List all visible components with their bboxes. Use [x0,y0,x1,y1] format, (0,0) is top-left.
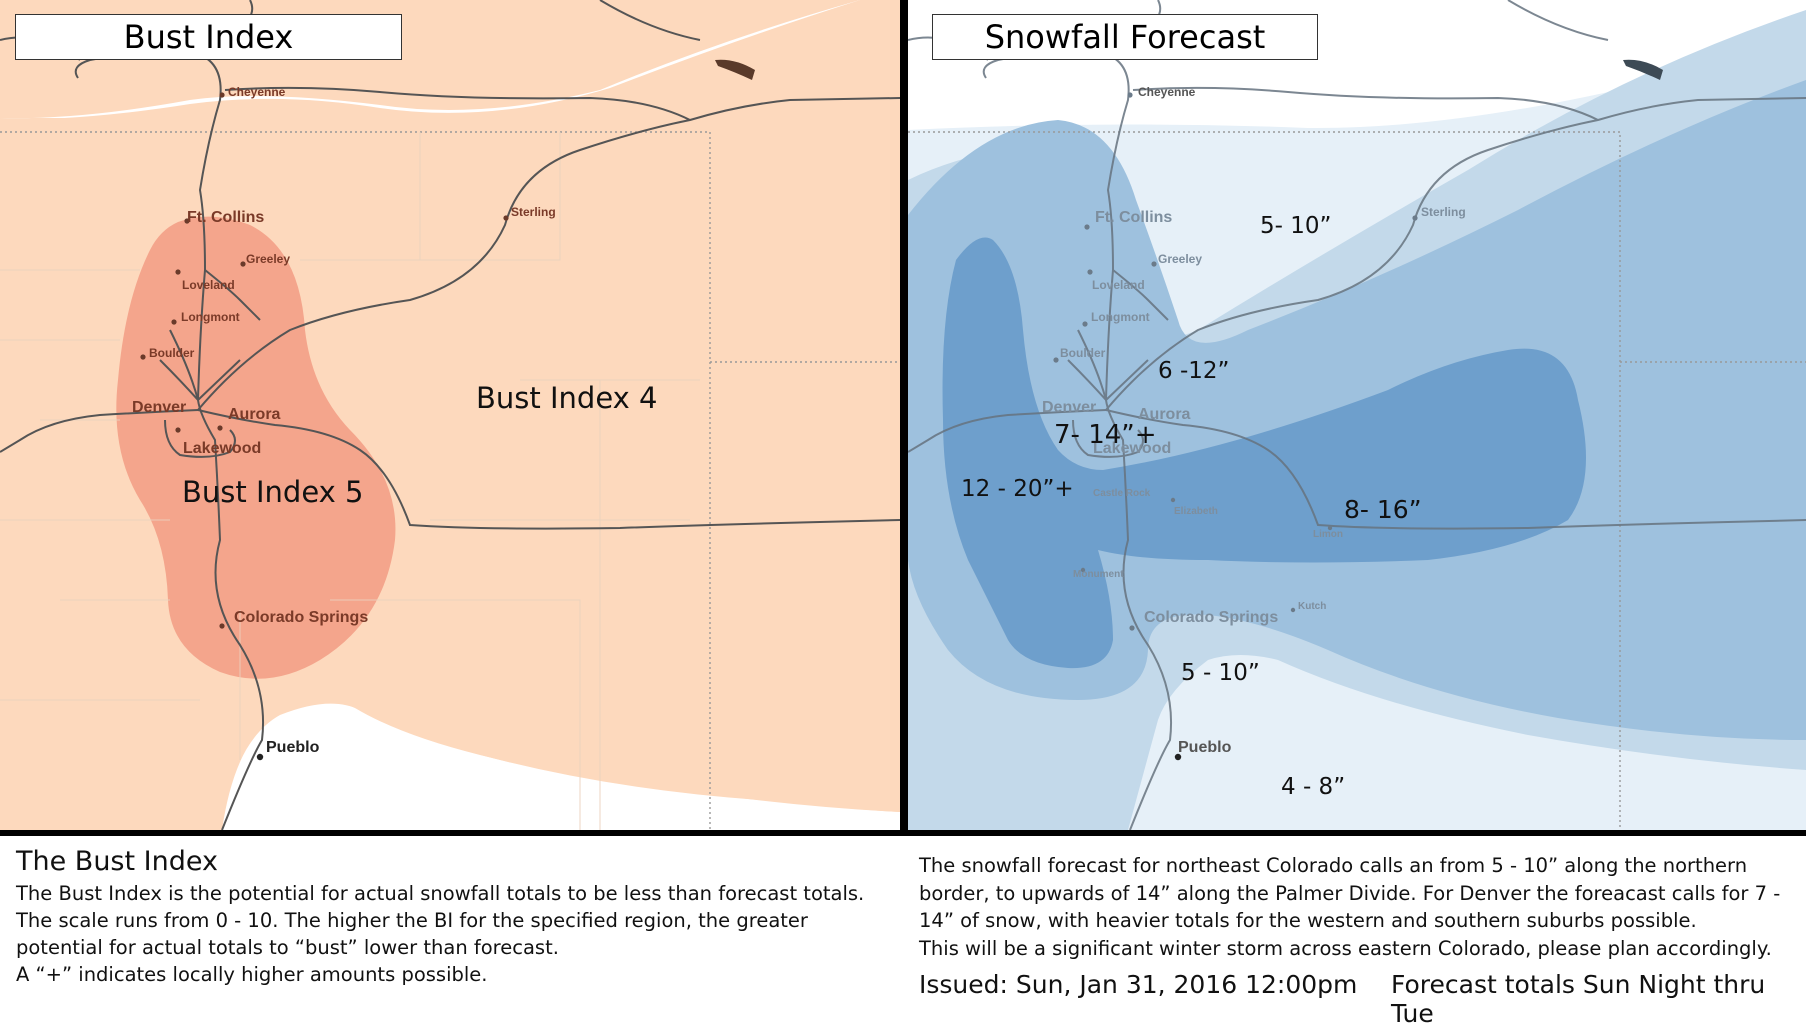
county-lines [0,132,700,830]
amount-north-label: 5- 10” [1260,213,1331,239]
city-markers [140,92,509,761]
snow-ft-collins-label: Ft. Collins [1095,209,1172,226]
limon-label: Limon [1313,529,1343,540]
boulder-label: Boulder [149,346,195,360]
amount-south-label: 5 - 10” [1181,660,1260,686]
denver-label: Denver [132,399,186,416]
monument-label: Monument [1073,569,1124,580]
snow-lakewood-label: Lakewood [1093,440,1171,457]
bust-index-5-region [116,216,396,679]
bust-index-heading: The Bust Index [16,846,218,877]
snow-sterling-label: Sterling [1421,205,1466,219]
panel-divider-vertical [900,0,908,836]
bust-index-5-label: Bust Index 5 [182,475,363,509]
panel-divider-horizontal [0,830,1806,836]
issued-date: Issued: Sun, Jan 31, 2016 12:00pm [919,970,1358,999]
bust-index-map-canvas: Cheyenne Ft. Collins Greeley Loveland Lo… [0,0,900,830]
bust-index-title: Bust Index [15,14,402,60]
longmont-label: Longmont [181,310,240,324]
bust-index-4-label: Bust Index 4 [476,381,657,415]
snowfall-map-canvas: Cheyenne Ft. Collins Greeley Loveland Lo… [908,0,1806,830]
amount-east-label: 8- 16” [1344,495,1422,524]
snow-loveland-label: Loveland [1092,278,1145,292]
sterling-label: Sterling [511,205,556,219]
castle-rock-label: Castle Rock [1093,488,1151,499]
loveland-label: Loveland [182,278,235,292]
snow-city-labels: Cheyenne Ft. Collins Greeley Loveland Lo… [1042,85,1466,756]
amount-west-label: 12 - 20”+ [961,476,1074,502]
snow-colorado-springs-label: Colorado Springs [1144,609,1278,626]
bust-index-description: The Bust Index is the potential for actu… [16,882,865,959]
snow-denver-label: Denver [1042,399,1096,416]
state-borders [0,131,900,830]
snow-amount-labels: 5- 10” 6 -12” 7- 14”+ 12 - 20”+ 8- 16” 5… [961,213,1422,800]
bust-index-note: A “+” indicates locally higher amounts p… [16,963,488,986]
lake [715,59,755,80]
snowfall-description: The snowfall forecast for northeast Colo… [919,854,1781,932]
snowfall-forecast-title: Snowfall Forecast [932,14,1318,60]
aurora-label: Aurora [228,406,281,423]
snow-zone-dark [942,237,1586,669]
snow-state-borders [908,131,1806,830]
kutch-label: Kutch [1298,601,1326,612]
city-labels: Cheyenne Ft. Collins Greeley Loveland Lo… [132,85,556,756]
amount-denver-label: 7- 14”+ [1054,420,1157,450]
forecast-period: Forecast totals Sun Night thru Tue [1391,970,1766,1028]
snow-boulder-label: Boulder [1060,346,1106,360]
colorado-springs-label: Colorado Springs [234,609,368,626]
bust-index-map: Cheyenne Ft. Collins Greeley Loveland Lo… [0,0,900,830]
elizabeth-label: Elizabeth [1174,506,1218,517]
cheyenne-label: Cheyenne [228,85,286,99]
bust-index-description-block: The Bust Index is the potential for actu… [16,880,896,988]
pueblo-label: Pueblo [266,739,320,756]
amount-pueblo-label: 4 - 8” [1281,774,1345,800]
ft-collins-label: Ft. Collins [187,209,264,226]
lakewood-label: Lakewood [183,440,261,457]
snowfall-forecast-map: Cheyenne Ft. Collins Greeley Loveland Lo… [908,0,1806,830]
amount-mid-label: 6 -12” [1158,358,1229,384]
snow-city-markers [1053,92,1418,761]
greeley-label: Greeley [246,252,290,266]
snowfall-description-block: The snowfall forecast for northeast Colo… [919,852,1799,962]
snow-cheyenne-label: Cheyenne [1138,85,1196,99]
snow-aurora-label: Aurora [1138,406,1191,423]
snowfall-note: This will be a significant winter storm … [919,936,1772,960]
snow-longmont-label: Longmont [1091,310,1150,324]
snow-lake [1623,59,1663,80]
snow-pueblo-label: Pueblo [1178,739,1232,756]
snow-greeley-label: Greeley [1158,252,1202,266]
